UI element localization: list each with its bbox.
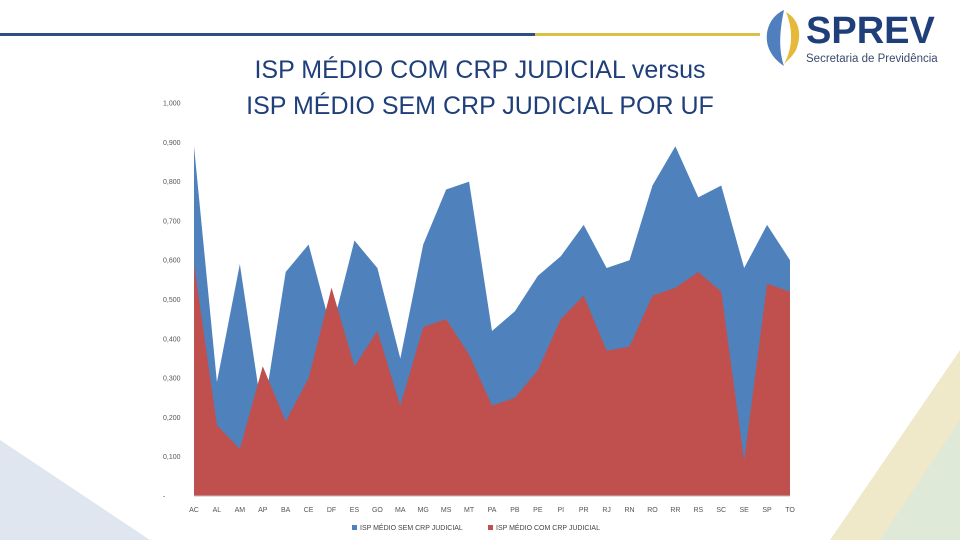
x-tick-label: DF [327,507,336,514]
y-tick-label: 0,900 [163,140,181,147]
sprev-logo: SPREV Secretaria de Previdência [762,6,952,70]
y-tick-label: 0,200 [163,415,181,422]
x-tick-label: AL [213,507,222,514]
x-tick-label: SC [716,507,726,514]
logo-subtitle: Secretaria de Previdência [806,53,938,65]
legend-label-sem: ISP MÉDIO SEM CRP JUDICIAL [360,523,463,532]
x-tick-label: CE [304,507,314,514]
x-tick-label: TO [785,507,795,514]
title-line-1: ISP MÉDIO COM CRP JUDICIAL versus [254,56,706,84]
legend-label-com: ISP MÉDIO COM CRP JUDICIAL [496,523,600,532]
x-tick-label: RN [624,507,634,514]
y-tick-label: 0,700 [163,218,181,225]
x-tick-label: PA [488,507,497,514]
x-tick-label: RJ [602,507,611,514]
x-tick-label: RR [670,507,680,514]
title-line-2: ISP MÉDIO SEM CRP JUDICIAL POR UF [246,92,714,120]
x-tick-label: MA [395,507,406,514]
legend-swatch-sem [352,525,357,530]
x-tick-label: AC [189,507,199,514]
x-tick-label: AM [235,507,246,514]
corner-shape-right-green [880,420,960,540]
x-tick-label: PE [533,507,543,514]
x-tick-label: GO [372,507,383,514]
x-tick-label: MS [441,507,452,514]
y-tick-label: - [163,494,166,501]
logo-emblem-icon [766,10,800,66]
corner-shape-left [0,440,150,540]
x-tick-label: AP [258,507,268,514]
x-tick-label: RS [693,507,703,514]
y-tick-label: 0,300 [163,376,181,383]
y-tick-label: 0,800 [163,179,181,186]
x-tick-label: PI [557,507,564,514]
slide-title: ISP MÉDIO COM CRP JUDICIAL versus ISP MÉ… [160,52,800,124]
y-tick-label: 0,500 [163,297,181,304]
x-tick-label: MG [418,507,429,514]
header-rule-accent [535,33,760,36]
header-rule [0,33,760,36]
series-area-com-crp [194,264,790,496]
x-tick-label: SP [762,507,772,514]
y-tick-label: 1,000 [163,101,181,108]
y-tick-label: 0,100 [163,454,181,461]
y-tick-label: 0,600 [163,258,181,265]
legend-swatch-com [488,525,493,530]
y-tick-label: 0,400 [163,336,181,343]
x-tick-label: SE [739,507,749,514]
x-tick-label: ES [350,507,360,514]
x-tick-label: PB [510,507,520,514]
x-tick-label: MT [464,507,475,514]
x-tick-label: PR [579,507,589,514]
x-tick-label: BA [281,507,291,514]
logo-wordmark: SPREV [806,10,935,52]
x-tick-label: RO [647,507,658,514]
